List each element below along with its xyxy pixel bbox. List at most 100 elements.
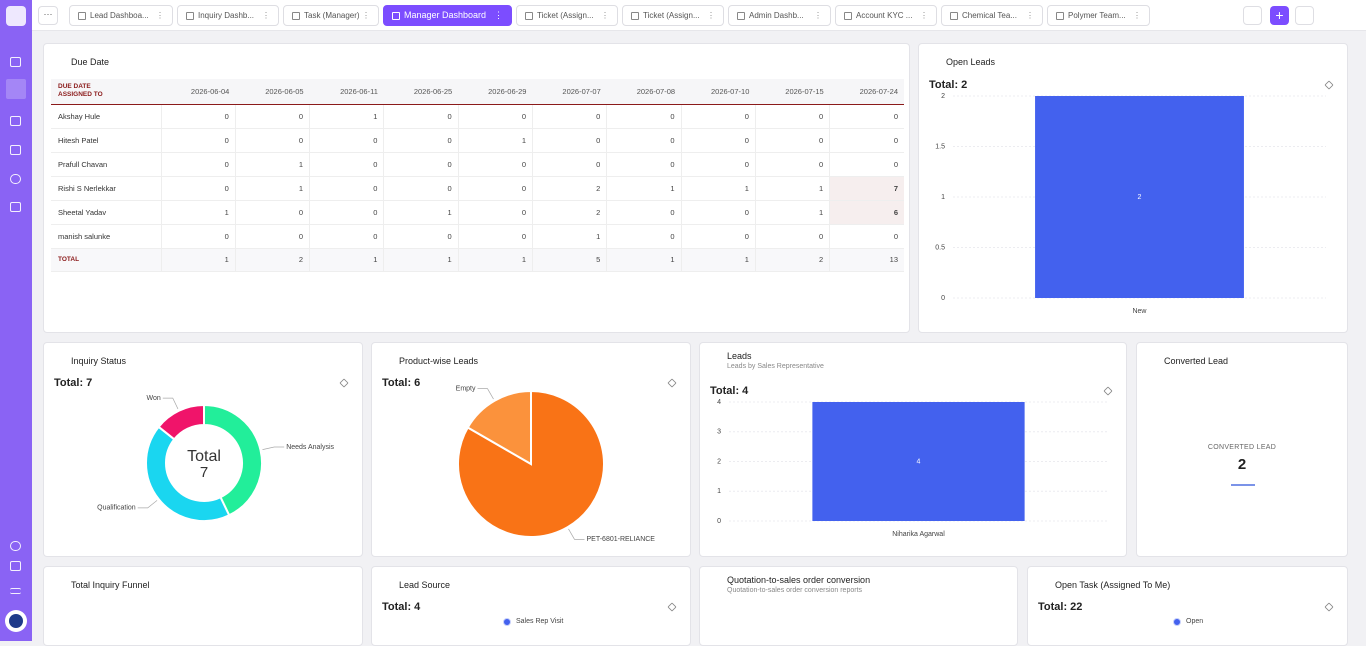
cell: 0 bbox=[234, 128, 310, 153]
cell: 0 bbox=[309, 152, 384, 177]
cell: 0 bbox=[457, 224, 533, 249]
user-avatar[interactable] bbox=[5, 610, 27, 632]
tab[interactable]: Admin Dashb... bbox=[728, 5, 831, 26]
cell: 0 bbox=[309, 176, 384, 201]
layers-icon[interactable] bbox=[1324, 80, 1334, 90]
layers-icon[interactable] bbox=[667, 378, 677, 388]
sidebar bbox=[0, 0, 32, 641]
nav-team[interactable] bbox=[10, 202, 21, 212]
nav-list[interactable] bbox=[10, 145, 21, 155]
add-button[interactable]: + bbox=[1270, 6, 1289, 25]
tab[interactable]: Lead Dashboa... bbox=[69, 5, 173, 26]
cell: 2 bbox=[531, 176, 607, 201]
card-title: Total Inquiry Funnel bbox=[71, 580, 150, 590]
tab[interactable]: Manager Dashboard bbox=[383, 5, 512, 26]
row-name: manish salunke bbox=[51, 224, 161, 249]
tab-bar: ··· + Lead Dashboa...Inquiry Dashb...Tas… bbox=[32, 0, 1366, 31]
nav-home[interactable] bbox=[10, 57, 21, 67]
layers-icon[interactable] bbox=[1103, 386, 1113, 396]
total: Total: 4 bbox=[382, 601, 421, 613]
card-title: Product-wise Leads bbox=[399, 356, 479, 366]
open-task-card: Open Task (Assigned To Me) Total: 22 Open bbox=[1027, 566, 1348, 646]
column-header: 2026-07-07 bbox=[532, 79, 607, 105]
tab[interactable]: Task (Manager) bbox=[283, 5, 379, 26]
cell: 1 bbox=[754, 200, 830, 225]
tab[interactable]: Chemical Tea... bbox=[941, 5, 1043, 26]
nav-docs[interactable] bbox=[10, 116, 21, 126]
card-title: Lead Source bbox=[399, 580, 451, 590]
cell: 0 bbox=[160, 104, 236, 129]
cell: 0 bbox=[606, 128, 682, 153]
cell: 0 bbox=[680, 224, 756, 249]
nav-bell[interactable] bbox=[10, 174, 21, 184]
tab[interactable]: Account KYC ... bbox=[835, 5, 937, 26]
row-name: Rishi S Nerlekkar bbox=[51, 176, 161, 201]
leads-card: Leads Leads by Sales Representative Total:… bbox=[699, 342, 1127, 557]
row-name: Sheetal Yadav bbox=[51, 200, 161, 225]
cell: 1 bbox=[160, 200, 236, 225]
inquiry-status-card: Inquiry Status Total: 7 bbox=[43, 342, 363, 557]
column-header: 2026-07-08 bbox=[606, 79, 682, 105]
kpi-label: CONVERTED LEAD bbox=[1207, 444, 1277, 451]
cell: 0 bbox=[457, 104, 533, 129]
cell: 0 bbox=[383, 176, 459, 201]
cell: 0 bbox=[754, 152, 830, 177]
card-title: Open Task (Assigned To Me) bbox=[1055, 580, 1171, 590]
table-row: Rishi S Nerlekkar 0 1 0 0 0 2 1 1 1 7 bbox=[51, 176, 904, 201]
kpi-underline bbox=[1231, 484, 1255, 486]
column-header: 2026-06-11 bbox=[309, 79, 384, 105]
column-header: 2026-06-29 bbox=[458, 79, 533, 105]
logo[interactable] bbox=[6, 6, 26, 26]
card-title: Due Date bbox=[71, 57, 110, 67]
cell: 0 bbox=[754, 128, 830, 153]
cell: 0 bbox=[160, 152, 236, 177]
total-row: TOTAL 1 2 1 1 1 5 1 1 2 13 bbox=[51, 247, 904, 272]
edit-button[interactable] bbox=[1243, 6, 1262, 25]
cell: 0 bbox=[383, 104, 459, 129]
layout-button[interactable] bbox=[1295, 6, 1314, 25]
cell: 0 bbox=[234, 200, 310, 225]
cell: 0 bbox=[160, 128, 236, 153]
cell: 7 bbox=[829, 176, 904, 201]
cell: 0 bbox=[234, 104, 310, 129]
tab[interactable]: Ticket (Assign... bbox=[516, 5, 618, 26]
layers-icon[interactable] bbox=[1324, 602, 1334, 612]
cell: 1 bbox=[234, 176, 310, 201]
more-button[interactable]: ··· bbox=[38, 6, 58, 25]
nav-apps[interactable] bbox=[10, 561, 21, 571]
header-label: ASSIGNED TO bbox=[58, 91, 103, 99]
column-header: 2026-07-15 bbox=[755, 79, 830, 105]
cell: 0 bbox=[754, 224, 830, 249]
cell: 0 bbox=[680, 128, 756, 153]
cell: 0 bbox=[606, 200, 682, 225]
card-title: Converted Lead bbox=[1164, 356, 1229, 366]
nav-swap[interactable] bbox=[10, 588, 21, 594]
converted-lead-card: Converted Lead CONVERTED LEAD 2 bbox=[1136, 342, 1348, 557]
kpi-value: 2 bbox=[1237, 456, 1247, 473]
nav-search[interactable] bbox=[10, 541, 21, 551]
layers-icon[interactable] bbox=[667, 602, 677, 612]
layers-icon[interactable] bbox=[339, 378, 349, 388]
funnel-card: Total Inquiry Funnel bbox=[43, 566, 363, 646]
tab[interactable]: Ticket (Assign... bbox=[622, 5, 724, 26]
cell: 0 bbox=[309, 200, 384, 225]
cell: 0 bbox=[606, 224, 682, 249]
cell: 0 bbox=[680, 152, 756, 177]
tab[interactable]: Polymer Team... bbox=[1047, 5, 1150, 26]
cell: 2 bbox=[531, 200, 607, 225]
row-name: Akshay Hule bbox=[51, 104, 161, 129]
table-row: Prafull Chavan 0 1 0 0 0 0 0 0 0 0 bbox=[51, 152, 904, 177]
cell: 1 bbox=[754, 176, 830, 201]
cell: 0 bbox=[457, 152, 533, 177]
cell: 0 bbox=[457, 176, 533, 201]
table-row: manish salunke 0 0 0 0 0 1 0 0 0 0 bbox=[51, 224, 904, 249]
total: Total: 7 bbox=[54, 377, 93, 389]
open-leads-card: Open Leads Total: 2 bbox=[918, 43, 1348, 333]
table-row: Akshay Hule 0 0 1 0 0 0 0 0 0 0 bbox=[51, 104, 904, 129]
total: Total: 2 bbox=[929, 79, 968, 91]
legend-label: Sales Rep Visit bbox=[516, 618, 564, 625]
tab[interactable]: Inquiry Dashb... bbox=[177, 5, 279, 26]
nav-active[interactable] bbox=[6, 79, 26, 99]
total-cell: 1 bbox=[680, 247, 756, 272]
cell: 0 bbox=[531, 152, 607, 177]
